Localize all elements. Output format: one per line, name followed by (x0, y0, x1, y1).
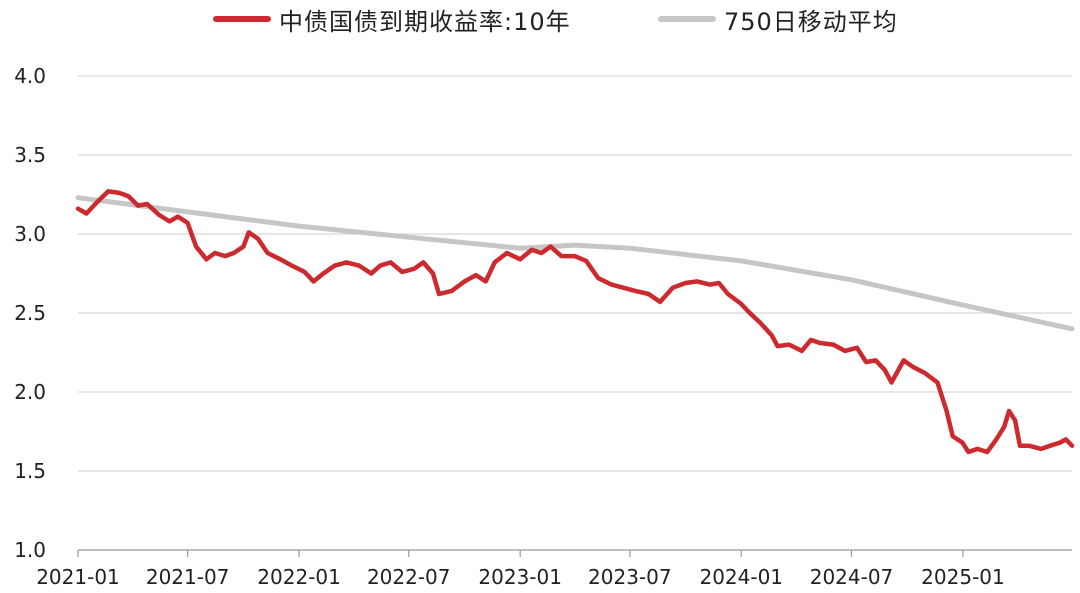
chart-legend: 中债国债到期收益率:10年 750日移动平均 (0, 0, 1080, 38)
x-tick-label: 2021-07 (146, 565, 230, 589)
legend-label-yield: 中债国债到期收益率:10年 (279, 7, 571, 36)
series-line-moving-average (75, 195, 1075, 332)
x-tick-label: 2023-07 (588, 565, 672, 589)
x-tick-label: 2025-01 (921, 565, 1005, 589)
legend-swatch-moving-average (658, 16, 716, 22)
x-tick-label: 2022-01 (257, 565, 341, 589)
y-tick-label: 3.5 (14, 143, 46, 167)
chart-series (75, 189, 1075, 455)
y-tick-label: 3.0 (14, 222, 46, 246)
x-tick-label: 2024-01 (699, 565, 783, 589)
chart-axes: 1.0 1.5 2.0 2.5 3.0 3.5 4.0 2021-01 2021-07 2022-… (14, 64, 1072, 589)
legend-item-yield: 中债国债到期收益率:10年 (213, 3, 571, 36)
legend-item-moving-average: 750日移动平均 (658, 3, 898, 36)
x-tick-label: 2023-01 (478, 565, 562, 589)
legend-swatch-yield (213, 16, 271, 22)
x-tick-label: 2022-07 (367, 565, 451, 589)
x-tick-label: 2024-07 (810, 565, 894, 589)
series-line-yield (75, 189, 1075, 455)
legend-label-moving-average: 750日移动平均 (724, 7, 898, 36)
y-tick-label: 4.0 (14, 64, 46, 88)
grid-lines (78, 75, 1072, 472)
x-tick-label: 2021-01 (36, 565, 120, 589)
y-tick-label: 2.0 (14, 380, 46, 404)
y-tick-label: 1.0 (14, 538, 46, 562)
y-tick-label: 1.5 (14, 459, 46, 483)
y-tick-label: 2.5 (14, 301, 46, 325)
